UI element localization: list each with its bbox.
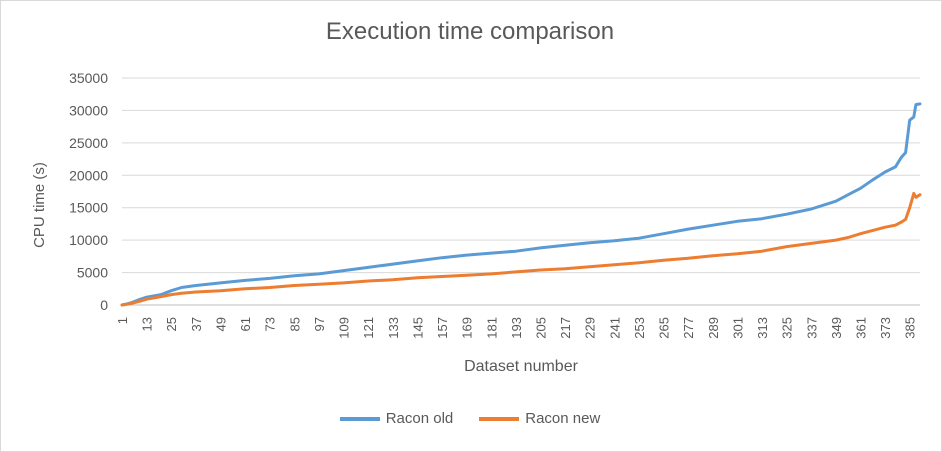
series-lines — [120, 102, 922, 307]
y-tick-label: 20000 — [69, 167, 108, 183]
x-tick-label: 145 — [410, 317, 425, 339]
x-axis-label: Dataset number — [464, 358, 579, 375]
x-tick-label: 61 — [238, 317, 253, 331]
x-tick-label: 349 — [829, 317, 844, 339]
x-tick-label: 325 — [780, 317, 795, 339]
x-tick-label: 289 — [706, 317, 721, 339]
x-tick-label: 205 — [533, 317, 548, 339]
y-tick-label: 5000 — [77, 265, 108, 281]
x-tick-label: 313 — [755, 317, 770, 339]
x-tick-label: 97 — [312, 317, 327, 331]
x-tick-label: 13 — [140, 317, 155, 331]
y-axis-label: CPU time (s) — [31, 162, 48, 248]
y-axis-ticks: 0 5000 10000 15000 20000 25000 30000 35000 — [69, 70, 108, 313]
series-line-racon-new — [120, 191, 922, 307]
x-tick-label: 85 — [287, 317, 302, 331]
x-tick-label: 217 — [558, 317, 573, 339]
x-tick-label: 277 — [681, 317, 696, 339]
legend-label-racon-old: Racon old — [385, 410, 454, 427]
x-tick-label: 25 — [164, 317, 179, 331]
gridlines — [122, 77, 920, 306]
y-tick-label: 10000 — [69, 232, 108, 248]
x-tick-label: 1 — [115, 317, 130, 324]
chart-title: Execution time comparison — [325, 18, 615, 45]
x-tick-label: 373 — [878, 317, 893, 339]
x-tick-label: 181 — [484, 317, 499, 339]
x-tick-label: 361 — [854, 317, 869, 339]
legend-item-racon-old: Racon old — [339, 410, 454, 427]
legend-swatch-racon-new — [479, 416, 520, 421]
x-tick-label: 37 — [189, 317, 204, 331]
x-tick-label: 121 — [361, 317, 376, 339]
legend: Racon old Racon new — [0, 410, 940, 427]
x-tick-label: 169 — [460, 317, 475, 339]
x-tick-label: 385 — [903, 317, 918, 339]
x-tick-label: 241 — [607, 317, 622, 339]
y-tick-label: 0 — [100, 297, 108, 313]
x-tick-label: 73 — [263, 317, 278, 331]
x-tick-label: 301 — [730, 317, 745, 339]
legend-item-racon-new: Racon new — [479, 410, 600, 427]
x-tick-label: 253 — [632, 317, 647, 339]
series-line-racon-old — [120, 102, 922, 307]
y-tick-label: 35000 — [69, 70, 108, 86]
legend-label-racon-new: Racon new — [525, 410, 601, 427]
x-tick-label: 265 — [657, 317, 672, 339]
x-tick-label: 49 — [213, 317, 228, 331]
x-tick-label: 193 — [509, 317, 524, 339]
y-tick-label: 15000 — [69, 200, 108, 216]
x-tick-label: 229 — [583, 317, 598, 339]
legend-swatch-racon-old — [339, 416, 380, 421]
x-tick-label: 109 — [337, 317, 352, 339]
y-tick-label: 25000 — [69, 135, 108, 151]
x-axis-ticks: 1 13 25 37 49 61 73 85 97 109 121 133 145 157 169 181 19… — [115, 317, 918, 339]
x-tick-label: 157 — [435, 317, 450, 339]
x-tick-label: 337 — [804, 317, 819, 339]
x-tick-label: 133 — [386, 317, 401, 339]
y-tick-label: 30000 — [69, 102, 108, 118]
